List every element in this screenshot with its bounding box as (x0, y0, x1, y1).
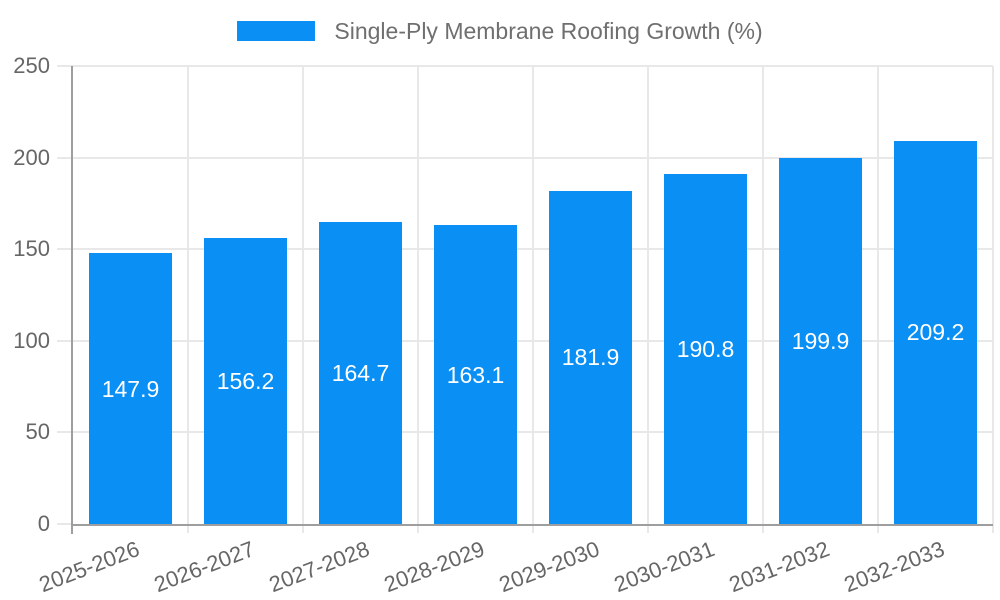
x-tick-label: 2031-2032 (725, 536, 834, 598)
bar[interactable] (779, 157, 862, 524)
bar-value-label: 156.2 (216, 367, 275, 394)
chart-legend: Single-Ply Membrane Roofing Growth (%) (0, 16, 1000, 46)
bar[interactable] (204, 237, 287, 524)
bar-value-label: 163.1 (446, 361, 505, 388)
y-tick-label: 0 (37, 511, 50, 536)
v-gridline (992, 66, 994, 533)
bar-value-label: 190.8 (676, 336, 735, 363)
bar[interactable] (549, 190, 632, 524)
x-tick-label: 2027-2028 (265, 536, 374, 598)
bar-value-label: 147.9 (101, 375, 160, 402)
y-axis-line (71, 66, 73, 534)
x-tick-label: 2030-2031 (610, 536, 719, 598)
x-tick-label: 2026-2027 (150, 536, 259, 598)
bar[interactable] (319, 222, 402, 524)
bar-value-label: 164.7 (331, 360, 390, 387)
y-tick-mark (57, 431, 73, 434)
y-tick-mark (57, 65, 73, 67)
v-gridline (762, 66, 764, 533)
y-tick-label: 200 (13, 144, 50, 170)
v-gridline (302, 66, 304, 533)
y-tick-mark (57, 156, 73, 159)
v-gridline (417, 66, 419, 533)
bar[interactable] (894, 140, 977, 524)
bar[interactable] (89, 253, 172, 524)
y-tick-label: 50 (25, 419, 50, 445)
x-tick-label: 2028-2029 (380, 536, 489, 598)
bar-value-label: 181.9 (561, 344, 620, 371)
bar-value-label: 199.9 (791, 327, 850, 354)
x-axis-line (71, 524, 993, 526)
y-tick-label: 100 (13, 327, 50, 353)
plot-area: 147.9 156.2 164.7 163.1 181.9 190.8 199.9 209.2 (57, 65, 994, 534)
v-gridline (532, 66, 534, 533)
legend-swatch-icon (237, 21, 316, 41)
bar[interactable] (664, 174, 747, 524)
y-tick-mark (57, 523, 73, 525)
x-tick-label: 2029-2030 (495, 536, 604, 598)
bar[interactable] (434, 225, 517, 524)
y-tick-label: 150 (13, 236, 50, 262)
y-axis-labels: 0 50 100 150 200 250 (0, 53, 50, 536)
y-tick-mark (57, 339, 73, 342)
x-tick-label: 2025-2026 (35, 536, 144, 598)
y-tick-mark (57, 248, 73, 251)
y-tick-label: 250 (13, 53, 50, 78)
v-gridline (187, 66, 189, 533)
x-tick-label: 2032-2033 (840, 536, 949, 598)
v-gridline (877, 66, 879, 533)
v-gridline (647, 66, 649, 533)
bar-value-label: 209.2 (906, 319, 965, 346)
legend-label: Single-Ply Membrane Roofing Growth (%) (334, 17, 763, 44)
